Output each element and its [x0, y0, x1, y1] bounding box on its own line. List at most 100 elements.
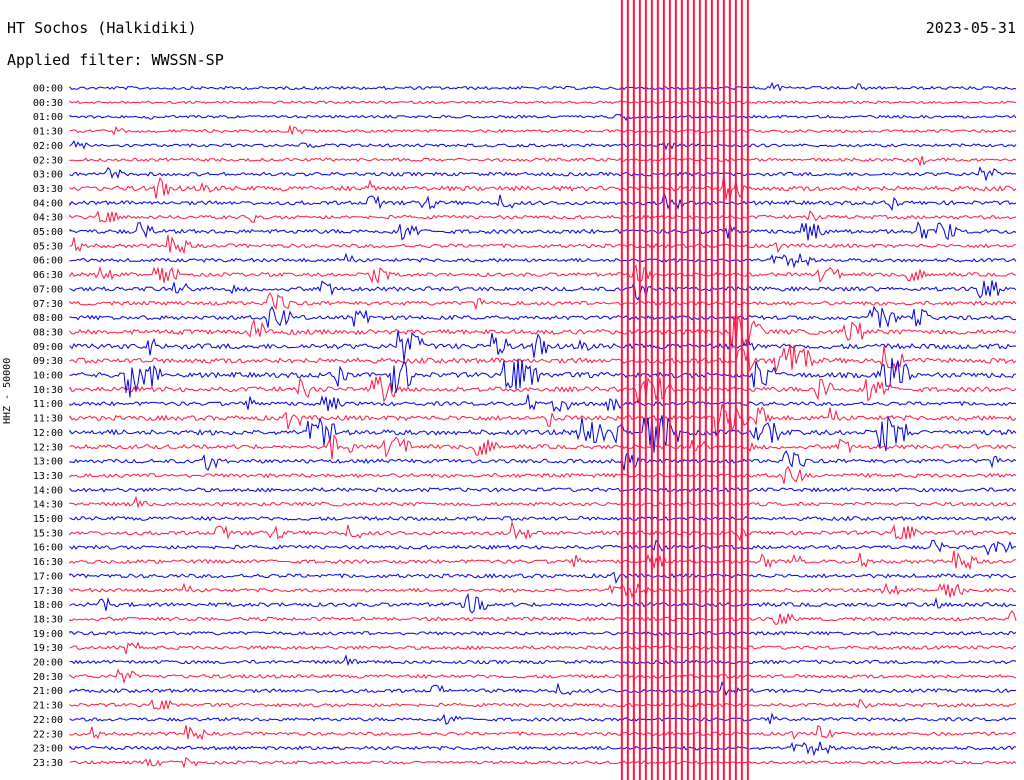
trace-row [69, 712, 1017, 725]
trace-row [69, 330, 1017, 362]
time-tick-label: 02:00 [33, 141, 63, 152]
time-tick-label: 11:30 [33, 414, 63, 425]
time-tick-label: 10:30 [33, 385, 63, 396]
trace-row [69, 357, 1017, 398]
time-tick-label: 20:30 [33, 672, 63, 683]
time-tick-label: 02:30 [33, 155, 63, 166]
time-tick-label: 14:30 [33, 500, 63, 511]
trace-row [69, 698, 1017, 710]
time-tick-label: 07:30 [33, 299, 63, 310]
time-tick-label: 06:30 [33, 270, 63, 281]
trace-row [69, 404, 1017, 437]
time-tick-label: 09:30 [33, 356, 63, 367]
trace-row [69, 124, 1017, 136]
trace-row [69, 100, 1016, 105]
trace-row [69, 465, 1017, 484]
trace-row [69, 234, 1017, 255]
time-tick-label: 16:00 [33, 543, 63, 554]
trace-row [69, 210, 1017, 223]
time-tick-label: 11:00 [33, 399, 63, 410]
time-tick-label: 13:30 [33, 471, 63, 482]
time-tick-label: 14:00 [33, 485, 63, 496]
time-tick-label: 13:00 [33, 457, 63, 468]
trace-row [69, 487, 1017, 493]
trace-row [69, 292, 1017, 311]
trace-row [69, 252, 1017, 269]
time-tick-label: 15:00 [33, 514, 63, 525]
time-tick-label: 23:00 [33, 744, 63, 755]
time-tick-label: 18:30 [33, 614, 63, 625]
trace-row [69, 582, 1017, 599]
time-tick-label: 18:00 [33, 600, 63, 611]
trace-rows [69, 0, 1017, 780]
time-tick-label: 21:00 [33, 686, 63, 697]
time-tick-label: 21:30 [33, 701, 63, 712]
time-tick-label: 10:00 [33, 371, 63, 382]
trace-row [69, 515, 1017, 522]
time-tick-label: 09:00 [33, 342, 63, 353]
time-tick-label: 16:30 [33, 557, 63, 568]
time-tick-label: 03:30 [33, 184, 63, 195]
time-tick-label: 04:00 [33, 198, 63, 209]
trace-row [69, 571, 1017, 585]
time-tick-label: 19:00 [33, 629, 63, 640]
trace-row [69, 376, 1017, 404]
time-tick-label: 12:00 [33, 428, 63, 439]
time-tick-label: 01:00 [33, 112, 63, 123]
trace-row [69, 113, 1017, 122]
trace-row [69, 81, 1017, 92]
time-tick-label: 07:00 [33, 284, 63, 295]
trace-row [69, 520, 1017, 542]
time-tick-label: 08:30 [33, 327, 63, 338]
trace-row [69, 305, 1016, 329]
time-tick-label: 03:00 [33, 170, 63, 181]
trace-row [69, 592, 1017, 614]
trace-row [69, 220, 1017, 241]
time-tick-label: 04:30 [33, 213, 63, 224]
trace-row [69, 610, 1017, 626]
trace-row [69, 172, 1017, 200]
time-tick-labels: 00:00 00:30 01:00 01:30 02:00 02:30 03:00 03:30… [33, 84, 63, 769]
time-tick-label: 22:30 [33, 729, 63, 740]
time-tick-label: 19:30 [33, 643, 63, 654]
trace-row [69, 190, 1017, 212]
trace-row [69, 166, 1017, 181]
trace-row [69, 756, 1017, 769]
trace-row [69, 264, 1017, 285]
filter-label: Applied filter: WWSSN-SP [7, 51, 224, 69]
trace-row [69, 741, 1017, 757]
trace-row [69, 394, 1017, 413]
time-tick-label: 22:00 [33, 715, 63, 726]
time-tick-label: 06:00 [33, 256, 63, 267]
time-tick-label: 00:30 [33, 98, 63, 109]
time-tick-label: 05:00 [33, 227, 63, 238]
time-tick-label: 17:00 [33, 571, 63, 582]
trace-row [69, 495, 1017, 509]
trace-row [69, 550, 1017, 571]
time-tick-label: 00:00 [33, 84, 63, 95]
trace-row [69, 415, 1017, 453]
trace-row [69, 668, 1017, 683]
date-label: 2023-05-31 [925, 19, 1016, 37]
time-tick-label: 23:30 [33, 758, 63, 769]
trace-row [69, 449, 1017, 471]
time-tick-label: 15:30 [33, 528, 63, 539]
trace-row [69, 344, 1017, 373]
time-tick-label: 17:30 [33, 586, 63, 597]
time-tick-label: 08:00 [33, 313, 63, 324]
trace-row [69, 724, 1017, 741]
trace-row [69, 641, 1017, 655]
trace-row [69, 680, 1017, 697]
trace-row [69, 630, 1017, 636]
trace-row [69, 140, 1017, 151]
trace-row [69, 539, 1017, 557]
time-tick-label: 20:00 [33, 658, 63, 669]
time-tick-label: 01:30 [33, 127, 63, 138]
trace-row [69, 434, 1017, 460]
trace-row [69, 315, 1017, 349]
time-tick-label: 05:30 [33, 241, 63, 252]
trace-row [69, 156, 1017, 167]
time-tick-label: 12:30 [33, 442, 63, 453]
station-title: HT Sochos (Halkidiki) [7, 19, 197, 37]
